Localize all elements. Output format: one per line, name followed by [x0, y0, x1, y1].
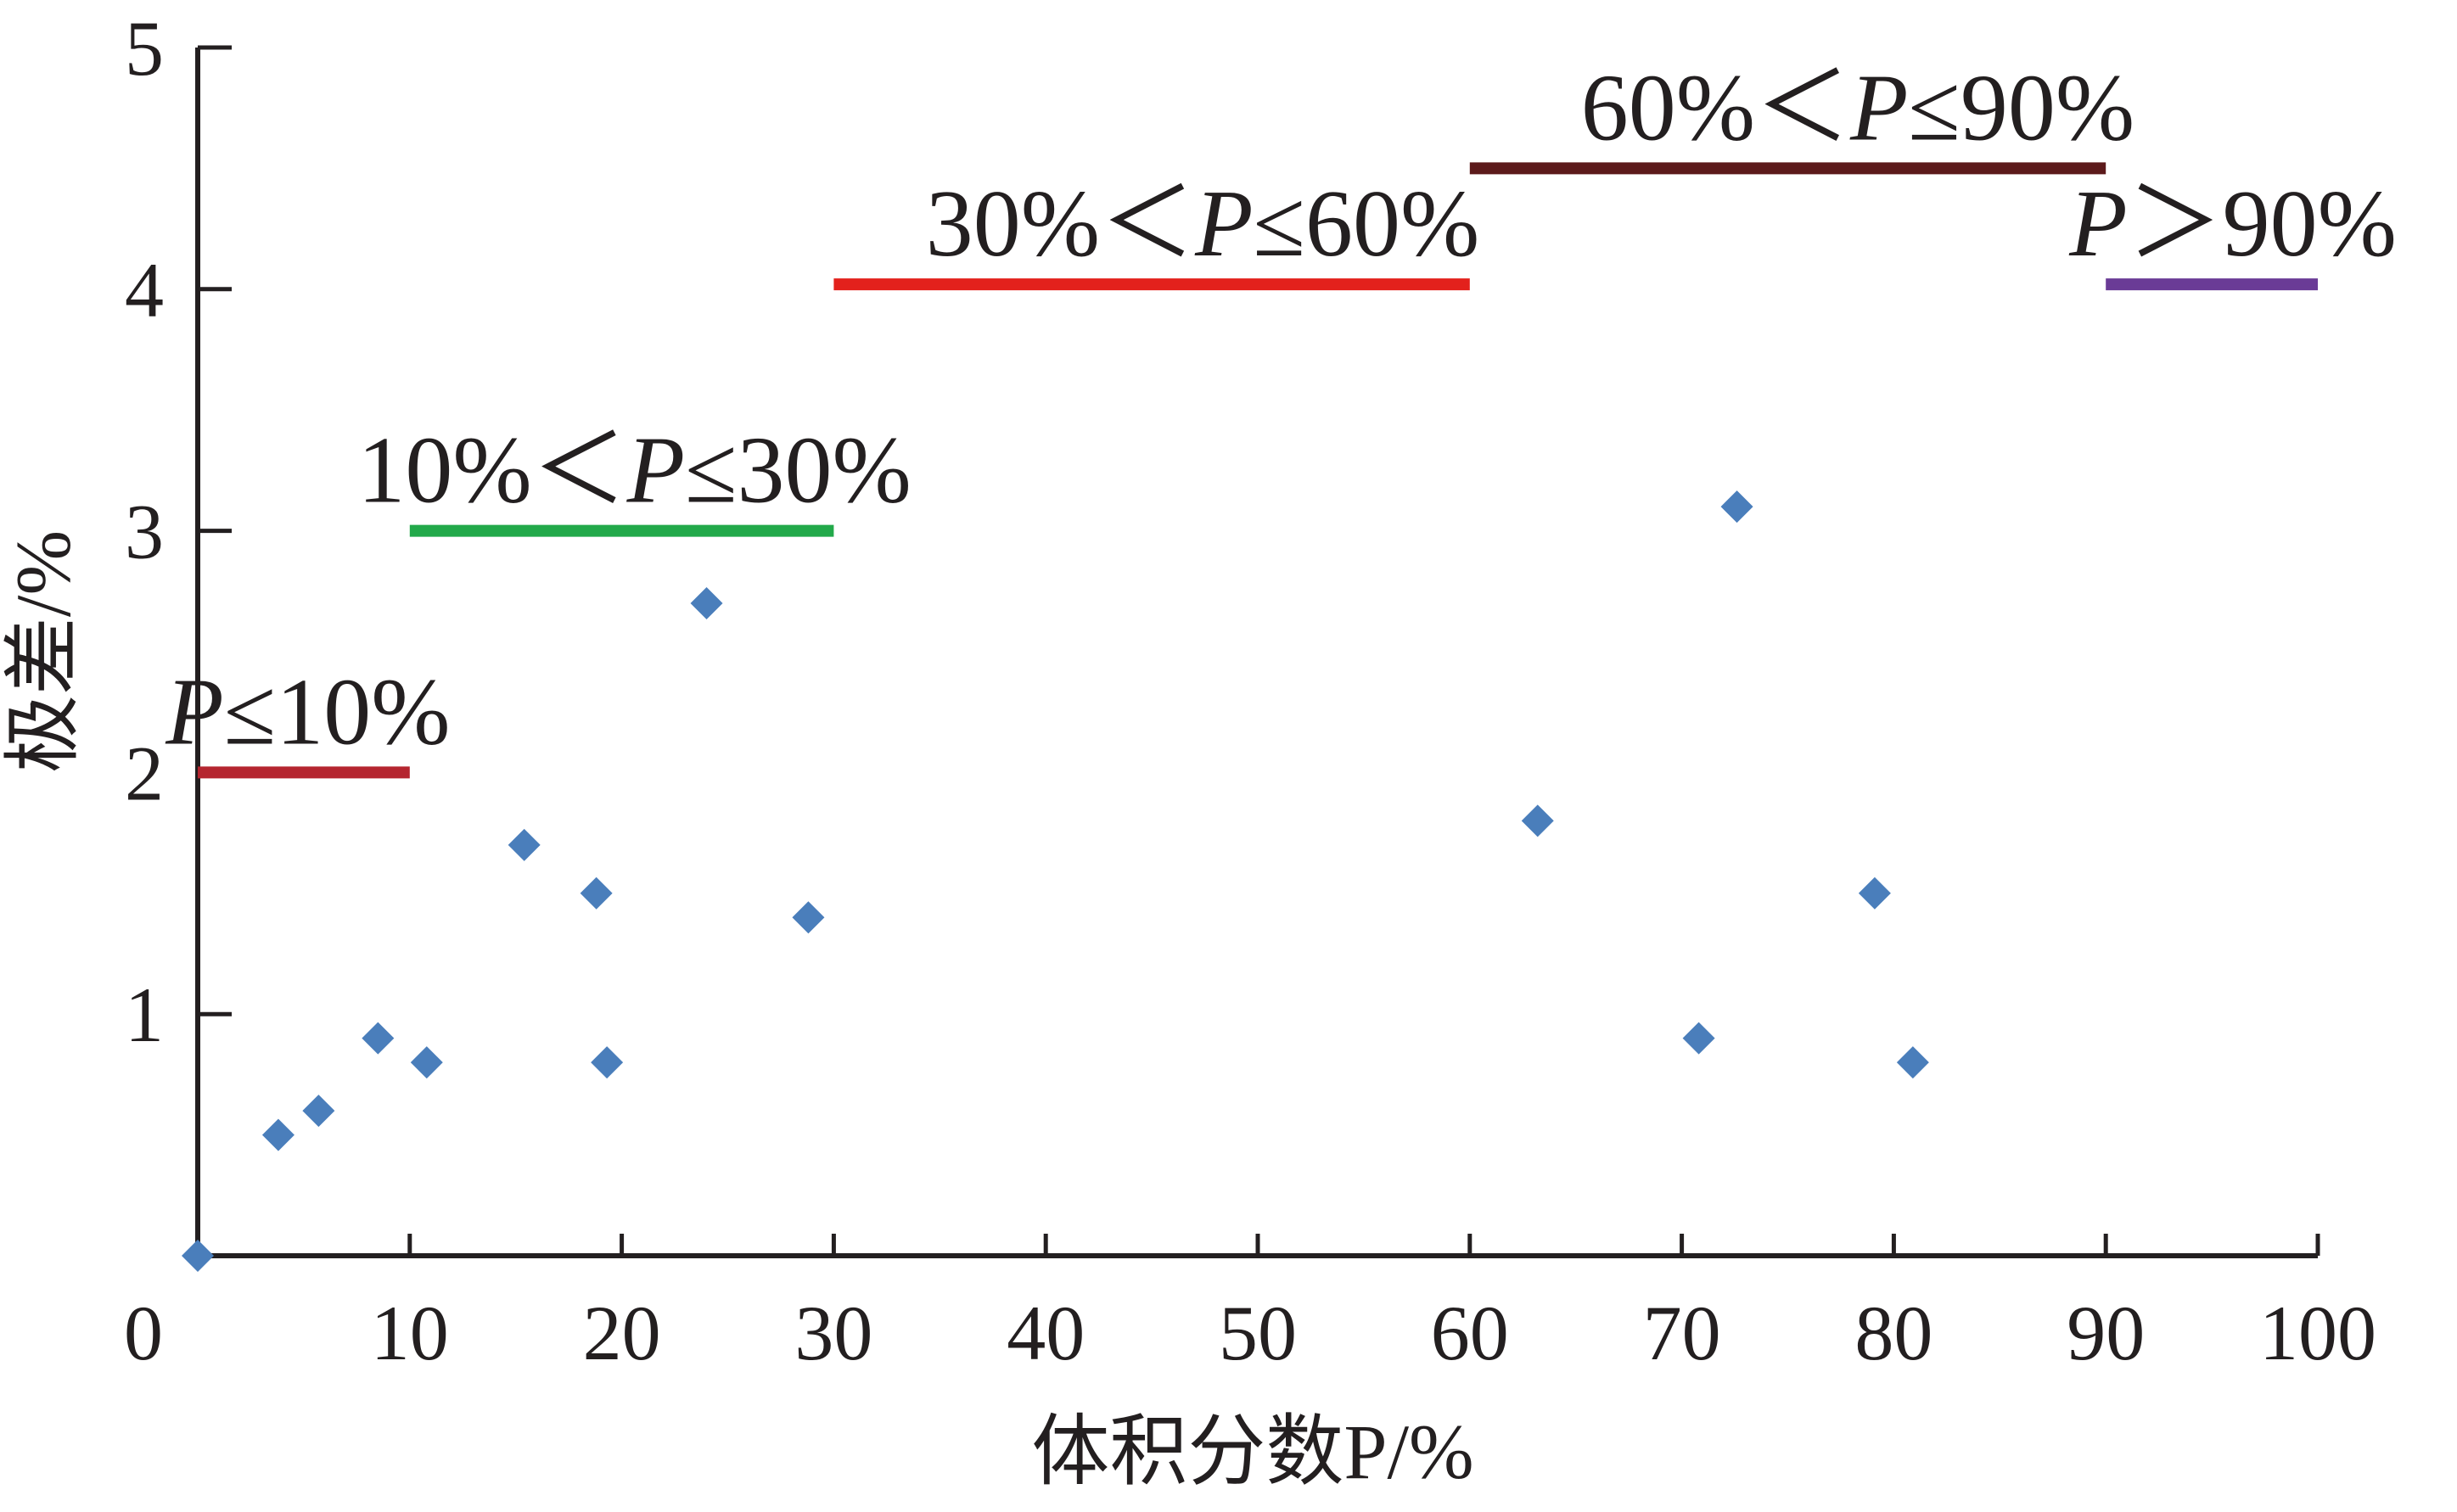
x-tick-label: 20 [583, 1290, 661, 1376]
data-point [362, 1022, 395, 1055]
threshold-lines: P≤10%10%＜P≤30%30%＜P≤60%60%＜P≤90%P＞90% [165, 55, 2397, 779]
data-point [690, 587, 723, 620]
x-tick-label: 80 [1854, 1290, 1933, 1376]
data-point [1521, 804, 1554, 837]
threshold-label: P＞90% [2068, 171, 2397, 277]
x-axis-title: 体积分数P/% [1031, 1408, 1473, 1495]
x-tick-label: 100 [2259, 1290, 2376, 1376]
y-tick-label: 3 [125, 489, 164, 575]
y-tick-label: 2 [125, 730, 164, 816]
data-point [261, 1118, 295, 1151]
data-point [508, 828, 541, 861]
threshold-label-part: P [2068, 171, 2127, 277]
x-tick-label: 0 [124, 1290, 163, 1376]
data-point [1858, 876, 1891, 910]
threshold-label-part: 10%＜ [357, 418, 626, 524]
y-tick-label: 1 [125, 972, 164, 1058]
threshold-label-part: 60%＜ [1581, 55, 1850, 160]
data-point [792, 901, 825, 934]
data-point [302, 1095, 335, 1128]
data-point [410, 1046, 443, 1079]
data-point [1720, 490, 1753, 524]
threshold-label-part: ≤90% [1908, 55, 2134, 160]
x-tick-label: 60 [1431, 1290, 1509, 1376]
threshold-label: 60%＜P≤90% [1581, 55, 2134, 160]
y-tick-label: 4 [125, 247, 164, 333]
y-ticks: 1 2 3 4 5 [125, 5, 232, 1058]
threshold-label-part: ≤30% [685, 418, 912, 524]
threshold-label-part: P [1849, 55, 1908, 160]
y-tick-label: 5 [125, 5, 164, 92]
data-point [1682, 1022, 1715, 1055]
x-tick-label: 40 [1007, 1290, 1085, 1376]
data-point [580, 876, 613, 910]
x-tick-label: 70 [1643, 1290, 1721, 1376]
data-point [1896, 1046, 1929, 1079]
threshold-label-part: P [1194, 171, 1253, 277]
y-axis-title: 极差/% [0, 530, 87, 773]
threshold-label-part: ＞90% [2128, 171, 2397, 277]
data-points [182, 490, 1929, 1272]
x-tick-label: 10 [371, 1290, 449, 1376]
data-point [182, 1240, 214, 1272]
threshold-label-part: P [626, 418, 685, 524]
threshold-label: 10%＜P≤30% [357, 418, 911, 524]
threshold-label: P≤10% [165, 659, 450, 764]
x-tick-label: 50 [1219, 1290, 1297, 1376]
threshold-label-part: ≤60% [1254, 171, 1480, 277]
threshold-label-part: ≤10% [224, 659, 451, 764]
x-ticks: 0 10 20 30 40 50 60 70 80 90 100 [124, 1234, 2376, 1376]
x-tick-label: 90 [2067, 1290, 2145, 1376]
threshold-label-part: 30%＜ [926, 171, 1195, 277]
x-tick-label: 30 [794, 1290, 872, 1376]
threshold-label: 30%＜P≤60% [926, 171, 1479, 277]
threshold-label-part: P [165, 659, 223, 764]
data-point [591, 1046, 624, 1079]
